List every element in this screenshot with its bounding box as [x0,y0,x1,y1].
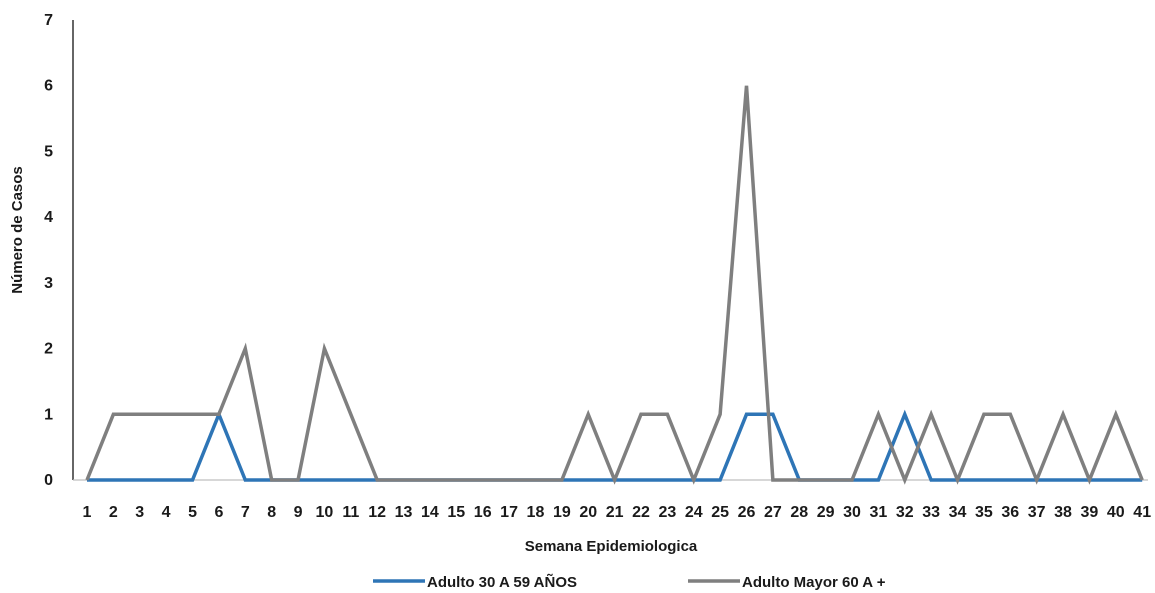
x-tick-label: 30 [843,504,861,521]
x-tick-label: 39 [1081,504,1099,521]
x-tick-label: 18 [527,504,545,521]
x-tick-label: 25 [711,504,729,521]
x-tick-label: 31 [870,504,888,521]
y-tick-label: 7 [44,12,53,29]
y-tick-label: 6 [44,78,53,95]
x-tick-label: 27 [764,504,782,521]
x-tick-label: 8 [267,504,276,521]
x-tick-label: 9 [294,504,303,521]
x-tick-label: 19 [553,504,571,521]
x-tick-label: 6 [214,504,223,521]
x-tick-label: 28 [790,504,808,521]
x-tick-label: 36 [1001,504,1019,521]
x-tick-label: 41 [1133,504,1151,521]
y-axis-ticks: 0 1 2 3 4 5 6 7 [44,12,53,489]
x-tick-label: 3 [135,504,144,521]
x-axis-title: Semana Epidemiologica [525,538,698,555]
y-tick-label: 4 [44,209,53,226]
x-tick-label: 15 [447,504,465,521]
x-tick-label: 22 [632,504,650,521]
x-axis-ticks: 1 2 3 4 5 6 7 8 9 10 11 12 13 14 15 16 17 18 19 20 21 22 23 24 2… [83,504,1152,521]
x-tick-label: 24 [685,504,703,521]
y-tick-label: 3 [44,275,53,292]
y-tick-label: 5 [44,143,53,160]
x-tick-label: 2 [109,504,118,521]
x-tick-label: 20 [579,504,597,521]
x-tick-label: 4 [162,504,171,521]
x-tick-label: 23 [658,504,676,521]
x-tick-label: 11 [342,504,359,521]
series-line-1 [87,409,1143,482]
x-tick-label: 40 [1107,504,1125,521]
x-tick-label: 37 [1028,504,1046,521]
y-axis-title: Número de Casos [9,166,26,294]
y-tick-label: 2 [44,341,53,358]
series-line-2 [85,85,1144,485]
x-tick-label: 29 [817,504,835,521]
x-tick-label: 32 [896,504,914,521]
x-tick-label: 5 [188,504,197,521]
x-tick-label: 14 [421,504,439,521]
x-tick-label: 33 [922,504,940,521]
x-tick-label: 38 [1054,504,1072,521]
x-tick-label: 12 [368,504,386,521]
x-tick-label: 21 [606,504,624,521]
series-layer [85,85,1144,485]
y-tick-label: 0 [44,472,53,489]
x-tick-label: 35 [975,504,993,521]
legend-label-1: Adulto 30 A 59 AÑOS [427,573,577,591]
x-tick-label: 10 [316,504,334,521]
x-tick-label: 13 [395,504,413,521]
x-tick-label: 16 [474,504,492,521]
x-tick-label: 1 [83,504,92,521]
x-tick-label: 34 [949,504,967,521]
x-tick-label: 7 [241,504,250,521]
legend-label-2: Adulto Mayor 60 A + [742,574,886,591]
y-tick-label: 1 [44,406,53,423]
x-tick-label: 26 [738,504,756,521]
legend: Adulto 30 A 59 AÑOS Adulto Mayor 60 A + [373,573,886,591]
x-tick-label: 17 [500,504,518,521]
